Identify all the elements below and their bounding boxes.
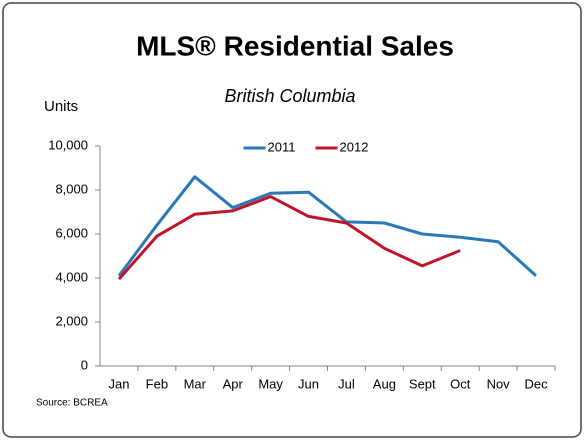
x-tick-label: Apr <box>223 376 244 391</box>
y-tick-label: 4,000 <box>55 269 88 284</box>
legend-label: 2011 <box>268 139 296 154</box>
chart-title: MLS® Residential Sales <box>136 30 454 61</box>
y-tick-label: 0 <box>81 357 88 372</box>
x-tick-label: Mar <box>184 376 207 391</box>
x-tick-label: Feb <box>146 376 168 391</box>
source: Source: BCREA <box>36 398 108 409</box>
y-tick-label: 10,000 <box>48 137 88 152</box>
series-line <box>117 175 538 277</box>
x-tick-label: Nov <box>487 376 511 391</box>
series-line <box>117 195 461 281</box>
x-tick-label: Oct <box>450 376 471 391</box>
x-tick-label: Jan <box>108 376 129 391</box>
y-axis-label: Units <box>44 98 78 115</box>
legend-label: 2012 <box>340 139 369 154</box>
x-tick-label: Aug <box>373 376 396 391</box>
x-tick-label: Jul <box>338 376 355 391</box>
x-tick-label: May <box>258 376 283 391</box>
chart-subtitle: British Columbia <box>224 86 355 106</box>
x-tick-label: Jun <box>298 376 319 391</box>
x-tick-label: Dec <box>524 376 548 391</box>
y-tick-label: 8,000 <box>55 181 88 196</box>
x-tick-label: Sept <box>409 376 436 391</box>
y-tick-label: 2,000 <box>55 313 88 328</box>
y-tick-label: 6,000 <box>55 225 88 240</box>
